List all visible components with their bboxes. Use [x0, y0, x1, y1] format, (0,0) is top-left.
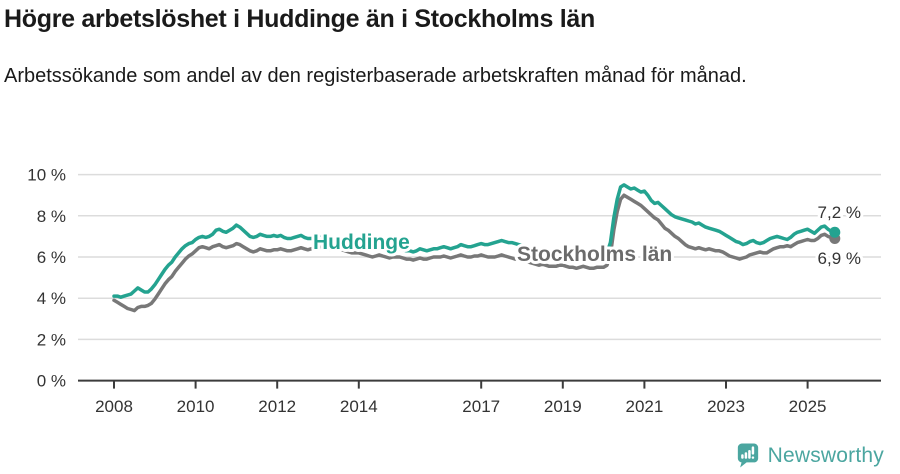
y-axis-tick-label: 2 %	[37, 330, 66, 349]
x-axis-tick-label: 2019	[544, 397, 582, 416]
x-axis-tick-label: 2010	[177, 397, 215, 416]
x-axis-tick-label: 2008	[95, 397, 133, 416]
y-axis-tick-label: 0 %	[37, 372, 66, 391]
chart-title: Högre arbetslöshet i Huddinge än i Stock…	[4, 5, 595, 33]
x-axis-tick-label: 2025	[789, 397, 827, 416]
series-label-huddinge: Huddinge	[313, 231, 410, 254]
x-axis-tick-label: 2023	[707, 397, 745, 416]
chart-subtitle: Arbetssökande som andel av den registerb…	[4, 65, 747, 87]
series-line-stockholms-l-n	[112, 193, 837, 313]
series-line-huddinge	[112, 183, 837, 299]
series-end-dot-huddinge	[829, 226, 841, 238]
series-end-value-huddinge: 7,2 %	[818, 203, 861, 222]
newsworthy-barchart-pin-icon	[737, 443, 758, 468]
y-axis-tick-label: 6 %	[37, 248, 66, 267]
x-axis-tick-label: 2017	[462, 397, 500, 416]
y-axis-tick-label: 8 %	[37, 207, 66, 226]
y-axis-tick-label: 4 %	[37, 289, 66, 308]
series-label-stockholms-l-n: Stockholms län	[517, 243, 672, 266]
x-axis-tick-label: 2021	[625, 397, 663, 416]
newsworthy-brand-link[interactable]: Newsworthy	[736, 442, 884, 469]
series-end-value-stockholms-l-n: 6,9 %	[818, 249, 861, 268]
y-axis-tick-label: 10 %	[27, 166, 66, 185]
brand-name: Newsworthy	[767, 443, 884, 467]
x-axis-tick-label: 2014	[340, 397, 378, 416]
x-axis-tick-label: 2012	[258, 397, 296, 416]
